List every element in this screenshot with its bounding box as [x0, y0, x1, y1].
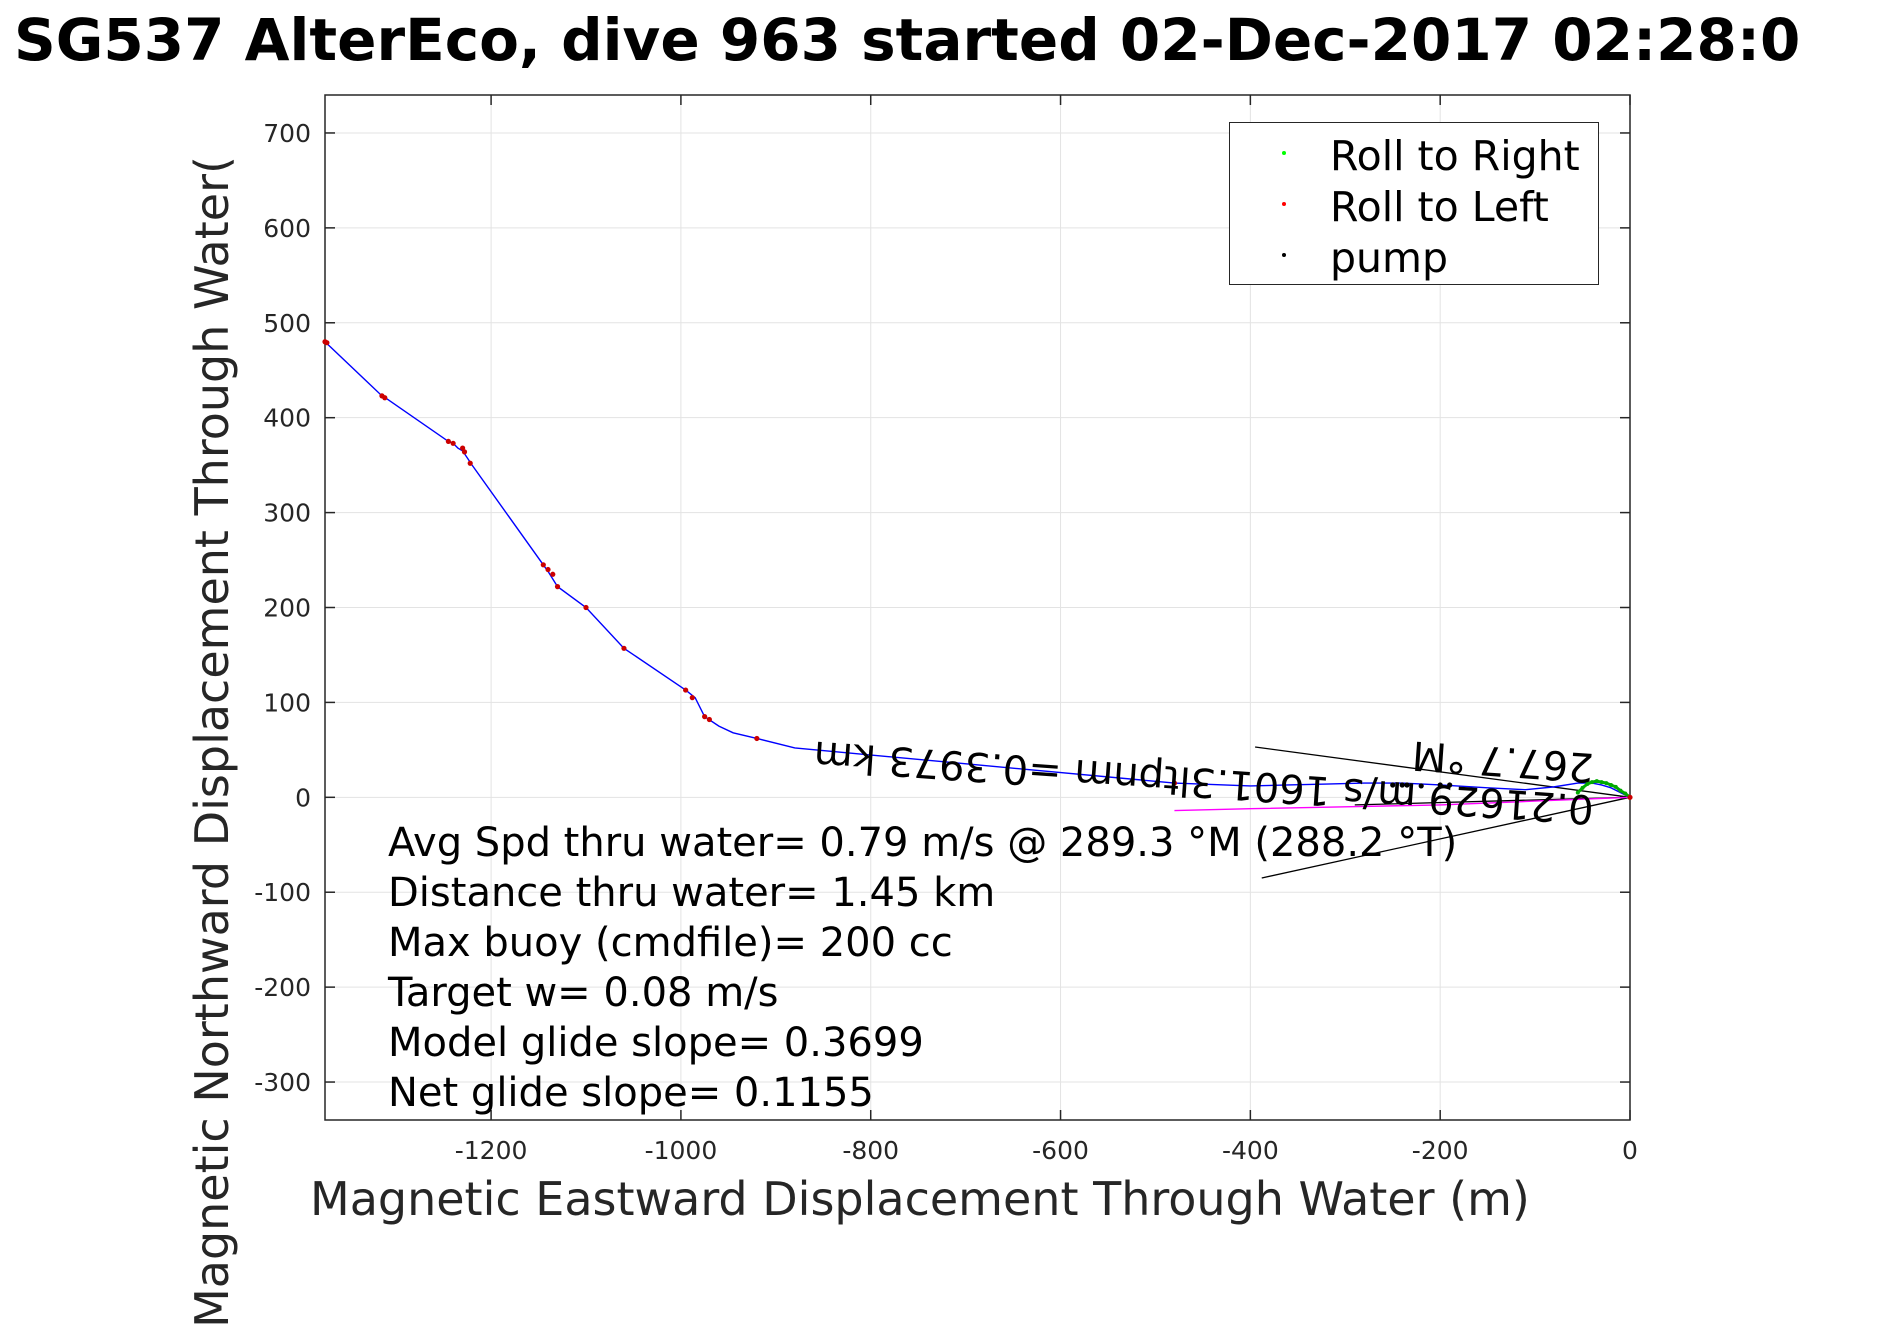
roll-left-point: [550, 571, 556, 577]
y-tick-label: 100: [263, 688, 311, 717]
y-tick-label: -100: [254, 878, 311, 907]
y-tick-label: 400: [263, 404, 311, 433]
dive-stats: Avg Spd thru water= 0.79 m/s @ 289.3 °M …: [388, 818, 1457, 1118]
roll-right-point: [1585, 782, 1590, 787]
legend-item-roll-left: Roll to Left: [1230, 180, 1598, 231]
roll-right-point: [1590, 780, 1595, 785]
x-axis-label: Magnetic Eastward Displacement Through W…: [310, 1172, 1530, 1226]
roll-left-point: [754, 735, 760, 742]
roll-left-point: [689, 695, 695, 701]
stat-distance: Distance thru water= 1.45 km: [388, 870, 996, 916]
legend-item-pump: pump: [1230, 231, 1598, 282]
x-tick-label: -800: [842, 1136, 899, 1165]
roll-right-point: [1580, 785, 1585, 790]
roll-left-point: [683, 687, 689, 693]
pump-point: [1418, 783, 1424, 789]
roll-left-point: [1627, 794, 1633, 800]
y-tick-label: 300: [263, 499, 311, 528]
x-tick-label: 0: [1622, 1136, 1638, 1165]
roll-left-point: [706, 716, 712, 723]
pump-point: [1447, 782, 1453, 788]
y-axis: -300 -200 -100 0 100 200 300 400 500 600 700: [254, 119, 1630, 1097]
stat-max-buoy: Max buoy (cmdfile)= 200 cc: [388, 920, 953, 966]
roll-left-point: [461, 449, 468, 455]
x-tick-label: -600: [1032, 1136, 1089, 1165]
pump-point: [1437, 782, 1443, 788]
annotation-line: [1261, 796, 1631, 879]
legend-marker-roll-right: [1282, 151, 1286, 155]
pump-point: [1390, 782, 1396, 788]
roll-right-point: [1604, 781, 1609, 786]
roll-left-point: [467, 460, 473, 466]
roll-right-point: [1599, 780, 1604, 785]
x-tick-label: -1000: [645, 1136, 718, 1165]
legend-label-roll-left: Roll to Left: [1330, 183, 1549, 231]
stat-model-glide: Model glide slope= 0.3699: [388, 1020, 924, 1066]
x-tick-label: -1200: [455, 1136, 528, 1165]
roll-right-point: [1613, 784, 1618, 789]
roll-right-point: [1594, 779, 1599, 784]
legend-marker-pump: [1282, 253, 1286, 257]
stat-net-glide: Net glide slope= 0.1155: [388, 1070, 874, 1116]
legend-marker-roll-left: [1282, 202, 1286, 206]
roll-left-point: [583, 604, 589, 611]
stat-target-w: Target w= 0.08 m/s: [388, 970, 779, 1016]
data-points: [322, 339, 1633, 800]
legend: Roll to Right Roll to Left pump: [1229, 122, 1599, 285]
y-tick-label: 500: [263, 309, 311, 338]
x-axis: -1200 -1000 -800 -600 -400 -200 0: [455, 95, 1638, 1165]
roll-left-point: [621, 645, 627, 651]
grid: [325, 95, 1631, 1120]
roll-right-point: [1618, 788, 1623, 793]
y-tick-label: 700: [263, 119, 311, 148]
legend-item-roll-right: Roll to Right: [1230, 129, 1598, 180]
roll-left-point: [324, 340, 330, 346]
figure: -1200 -1000 -800 -600 -400 -200 0 -300 -200 -100…: [14, 6, 1801, 1328]
roll-right-point: [1609, 782, 1614, 787]
y-tick-label: -200: [254, 973, 311, 1002]
roll-left-point: [702, 714, 708, 720]
legend-label-pump: pump: [1330, 234, 1448, 282]
y-axis-label: Magnetic Northward Displacement Through …: [185, 156, 239, 1328]
track-line: [1174, 796, 1631, 812]
roll-left-point: [382, 395, 388, 401]
roll-left-point: [540, 562, 546, 568]
roll-left-point: [554, 584, 561, 590]
chart-title: SG537 AlterEco, dive 963 started 02-Dec-…: [14, 6, 1801, 74]
y-tick-label: -300: [254, 1068, 311, 1097]
roll-right-point: [1623, 791, 1628, 796]
y-tick-label: 600: [263, 214, 311, 243]
pump-point: [1404, 782, 1410, 788]
roll-left-point: [445, 438, 451, 445]
roll-left-point: [545, 566, 551, 573]
x-tick-label: -400: [1222, 1136, 1279, 1165]
roll-left-point: [1171, 780, 1178, 786]
stat-avg-speed: Avg Spd thru water= 0.79 m/s @ 289.3 °M …: [388, 820, 1458, 866]
legend-label-roll-right: Roll to Right: [1330, 132, 1580, 180]
y-tick-label: 200: [263, 594, 311, 623]
annotation-line: [1255, 746, 1631, 798]
pump-point: [1399, 782, 1405, 788]
y-tick-label: 0: [295, 783, 311, 812]
roll-left-point: [450, 440, 456, 446]
x-tick-label: -200: [1412, 1136, 1469, 1165]
roll-right-point: [1575, 790, 1580, 795]
